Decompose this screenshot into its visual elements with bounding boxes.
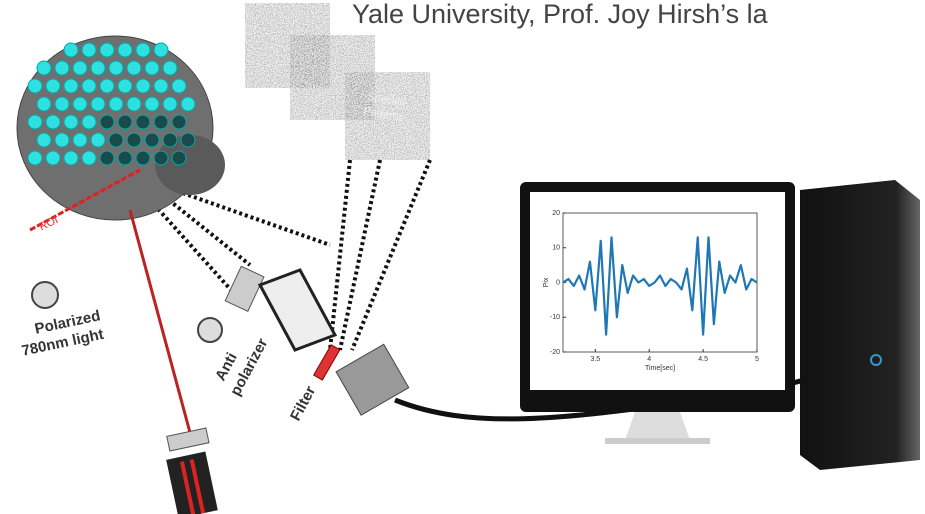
electrode: [181, 133, 195, 147]
electrode: [109, 61, 123, 75]
electrode: [91, 133, 105, 147]
electrode: [28, 115, 42, 129]
electrode: [73, 97, 87, 111]
electrode: [100, 151, 114, 165]
electrode: [28, 79, 42, 93]
electrode: [172, 79, 186, 93]
electrode: [46, 115, 60, 129]
y-tick-label: 20: [552, 210, 560, 217]
monitor: [520, 182, 795, 444]
title: Yale University, Prof. Joy Hirsh’s la: [352, 0, 769, 29]
electrode: [64, 43, 78, 57]
x-tick-label: 4.5: [698, 356, 708, 363]
electrode: [109, 133, 123, 147]
electrode: [46, 79, 60, 93]
x-tick-label: 5: [755, 356, 759, 363]
electrode: [82, 151, 96, 165]
electrode: [46, 151, 60, 165]
electrode: [163, 61, 177, 75]
electrode: [118, 43, 132, 57]
electrode: [82, 79, 96, 93]
y-tick-label: -10: [550, 314, 560, 321]
electrode: [136, 43, 150, 57]
electrode: [118, 115, 132, 129]
x-tick-label: 4: [647, 356, 651, 363]
electrode: [118, 151, 132, 165]
electrode: [154, 43, 168, 57]
electrode: [163, 97, 177, 111]
electrode: [64, 115, 78, 129]
diagram: Yale University, Prof. Joy Hirsh’s la Sp…: [0, 0, 925, 514]
electrode: [172, 151, 186, 165]
electrode: [73, 133, 87, 147]
brain: [17, 36, 225, 230]
x-axis-label: Time[sec]: [645, 365, 675, 372]
electrode: [91, 97, 105, 111]
electrode: [109, 97, 123, 111]
x-tick-label: 3.5: [590, 356, 600, 363]
electrode: [136, 79, 150, 93]
electrode: [136, 115, 150, 129]
electrode: [64, 79, 78, 93]
electrode: [181, 97, 195, 111]
electrode: [154, 115, 168, 129]
y-tick-label: -20: [550, 349, 560, 356]
electrode: [145, 133, 159, 147]
filter-label: Filter: [287, 383, 319, 424]
electrode: [55, 97, 69, 111]
electrode: [127, 133, 141, 147]
electrode: [37, 97, 51, 111]
laser-beam: [130, 210, 192, 440]
electrode: [91, 61, 105, 75]
electrode: [127, 61, 141, 75]
electrode: [154, 151, 168, 165]
electrode: [28, 151, 42, 165]
electrode: [127, 97, 141, 111]
electrode: [73, 61, 87, 75]
electrode: [163, 133, 177, 147]
y-tick-label: 0: [556, 279, 560, 286]
electrode: [37, 61, 51, 75]
tower: [800, 180, 920, 470]
electrode: [145, 97, 159, 111]
electrode: [154, 79, 168, 93]
page: {"header": {"title": "Yale University, P…: [0, 0, 925, 514]
electrode: [64, 151, 78, 165]
laser: [166, 428, 218, 514]
electrode: [55, 133, 69, 147]
electrode: [136, 151, 150, 165]
electrode: [145, 61, 159, 75]
electrode: [100, 115, 114, 129]
electrode: [100, 79, 114, 93]
y-tick-label: 10: [552, 245, 560, 252]
electrode: [100, 43, 114, 57]
electrode: [118, 79, 132, 93]
electrode: [172, 115, 186, 129]
y-axis-label: Pix: [543, 277, 550, 287]
electrode: [37, 133, 51, 147]
electrode: [82, 115, 96, 129]
electrode: [82, 43, 96, 57]
electrode: [55, 61, 69, 75]
